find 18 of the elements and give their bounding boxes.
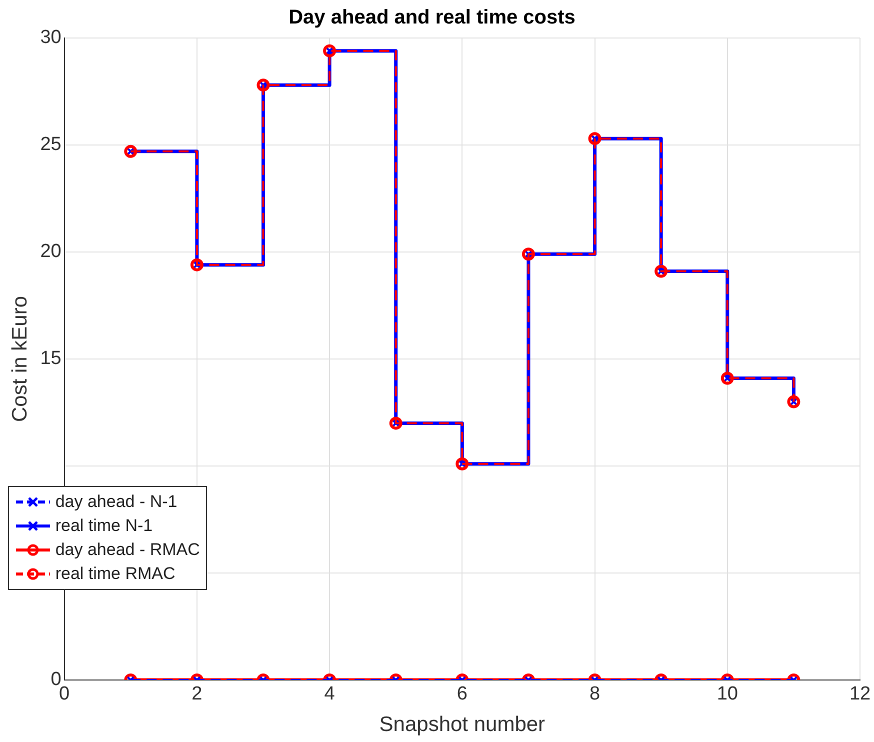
x-tick-label: 2 bbox=[192, 684, 202, 705]
x-tick-label: 12 bbox=[849, 684, 871, 705]
y-tick-label: 20 bbox=[40, 241, 62, 262]
x-tick-label: 10 bbox=[716, 684, 738, 705]
x-axis-title: Snapshot number bbox=[379, 713, 546, 736]
legend-label: real time N-1 bbox=[55, 516, 153, 536]
legend-label: day ahead - RMAC bbox=[55, 540, 200, 560]
y-tick-label: 15 bbox=[40, 348, 62, 370]
chart-title: Day ahead and real time costs bbox=[288, 6, 576, 29]
y-tick-label: 0 bbox=[50, 669, 62, 690]
legend-label: day ahead - N-1 bbox=[55, 492, 178, 512]
y-tick-label: 25 bbox=[40, 134, 62, 156]
x-tick-label: 8 bbox=[589, 684, 600, 705]
x-tick-label: 4 bbox=[324, 684, 336, 705]
x-tick-label: 6 bbox=[456, 684, 468, 705]
legend-label: real time RMAC bbox=[55, 564, 176, 584]
y-axis-title: Cost in kEuro bbox=[8, 296, 32, 422]
y-tick-label: 30 bbox=[40, 27, 62, 48]
